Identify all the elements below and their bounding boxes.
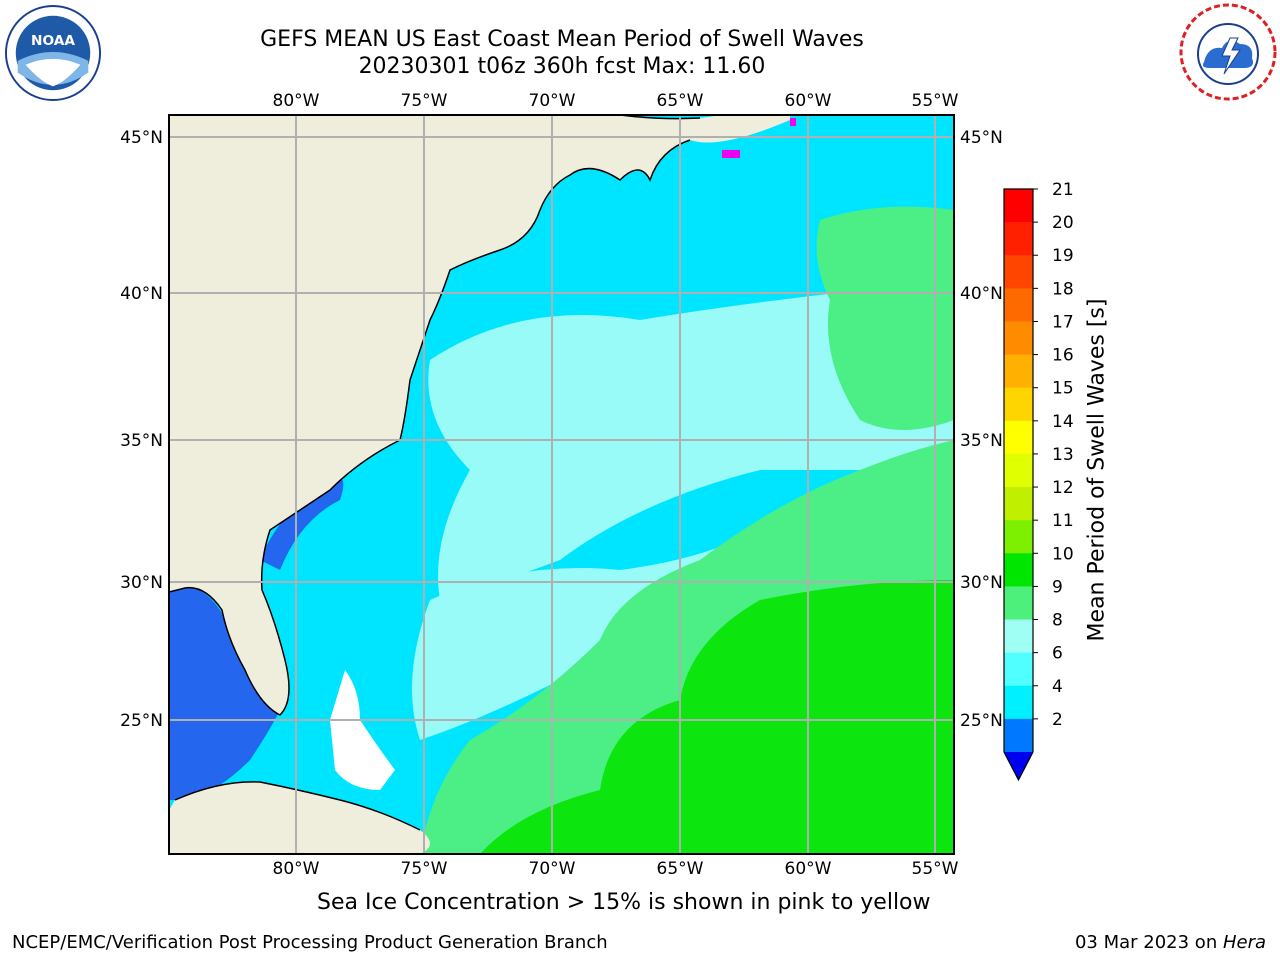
footer-date-text: 03 Mar 2023 on bbox=[1074, 932, 1223, 953]
colorbar-ticks: 21 20 19 18 17 16 15 14 13 12 11 10 9 8 6 4 2 bbox=[1033, 180, 1074, 730]
lon-tick-label: 70°W bbox=[529, 91, 576, 111]
colorbar-outline bbox=[1003, 188, 1034, 782]
land-mainland bbox=[169, 115, 790, 715]
land-cuba bbox=[169, 781, 430, 854]
lon-tick-label: 75°W bbox=[401, 859, 448, 879]
colorbar-segment bbox=[1004, 189, 1033, 223]
colorbar-segment bbox=[1004, 354, 1033, 389]
colorbar-tick-label: 17 bbox=[1052, 312, 1074, 332]
colorbar-segment bbox=[1004, 685, 1033, 720]
swell-2-4-coast bbox=[260, 477, 344, 570]
lat-tick-label: 40°N bbox=[960, 284, 1003, 304]
lat-tick-label: 35°N bbox=[960, 431, 1003, 451]
svg-text:NOAA: NOAA bbox=[31, 33, 75, 49]
colorbar-segment bbox=[1004, 718, 1033, 753]
colorbar-tick-label: 20 bbox=[1052, 213, 1074, 233]
colorbar-segment bbox=[1004, 255, 1033, 289]
colorbar-tick-label: 12 bbox=[1052, 478, 1074, 498]
colorbar-segment bbox=[1004, 553, 1033, 587]
lon-tick-label: 75°W bbox=[401, 91, 448, 111]
lat-tick-label: 30°N bbox=[120, 573, 163, 593]
lat-tick-label: 35°N bbox=[120, 431, 163, 451]
colorbar-tick-label: 16 bbox=[1052, 346, 1074, 366]
sea-ice-patch bbox=[722, 150, 740, 158]
lat-labels-left: 45°N 40°N 35°N 30°N 25°N bbox=[120, 128, 163, 731]
noaa-logo: NOAA bbox=[4, 4, 102, 102]
lat-tick-label: 45°N bbox=[960, 128, 1003, 148]
colorbar-tick-label: 6 bbox=[1052, 644, 1063, 664]
colorbar-tick-label: 8 bbox=[1052, 611, 1063, 631]
colorbar-segment bbox=[1004, 387, 1033, 422]
colorbar-segment bbox=[1004, 222, 1033, 256]
lon-tick-label: 55°W bbox=[912, 859, 959, 879]
lon-tick-label: 70°W bbox=[529, 859, 576, 879]
map-frame bbox=[169, 115, 954, 854]
colorbar-segment bbox=[1004, 453, 1033, 488]
lat-tick-label: 45°N bbox=[120, 128, 163, 148]
lon-tick-label: 60°W bbox=[785, 859, 832, 879]
footer-date: 03 Mar 2023 on Hera bbox=[1075, 932, 1266, 953]
colorbar-tick-label: 15 bbox=[1052, 379, 1074, 399]
colorbar-segment bbox=[1004, 619, 1033, 654]
swell-9-10-zone bbox=[816, 206, 954, 430]
lon-labels-top: 80°W 75°W 70°W 65°W 60°W 55°W bbox=[273, 91, 959, 111]
colorbar-segment bbox=[1004, 420, 1033, 455]
colorbar-segment bbox=[1004, 520, 1033, 554]
swell-2-4-gulf bbox=[169, 584, 280, 800]
lat-tick-label: 30°N bbox=[960, 573, 1003, 593]
colorbar-tick-label: 19 bbox=[1052, 246, 1074, 266]
swell-10-11-zone bbox=[480, 580, 954, 854]
lon-tick-label: 65°W bbox=[657, 859, 704, 879]
lon-tick-label: 80°W bbox=[273, 91, 320, 111]
lon-tick-label: 55°W bbox=[912, 91, 959, 111]
colorbar-tick-label: 10 bbox=[1052, 544, 1074, 564]
footer-credit: NCEP/EMC/Verification Post Processing Pr… bbox=[12, 932, 608, 953]
lat-tick-label: 40°N bbox=[120, 284, 163, 304]
lon-tick-label: 60°W bbox=[785, 91, 832, 111]
lat-labels-right: 45°N 40°N 35°N 30°N 25°N bbox=[960, 128, 1003, 731]
colorbar-segment bbox=[1004, 487, 1033, 521]
colorbar-tick-label: 4 bbox=[1052, 677, 1063, 697]
colorbar-tick-label: 18 bbox=[1052, 279, 1074, 299]
chart-title: GEFS MEAN US East Coast Mean Period of S… bbox=[260, 27, 864, 52]
lat-tick-label: 25°N bbox=[120, 711, 163, 731]
colorbar-extend-arrow bbox=[1004, 752, 1033, 780]
lon-tick-label: 80°W bbox=[273, 859, 320, 879]
land-bahamas bbox=[330, 670, 395, 790]
colorbar bbox=[1003, 188, 1034, 782]
nws-logo bbox=[1179, 3, 1277, 101]
colorbar-tick-label: 9 bbox=[1052, 577, 1063, 597]
colorbar-tick-label: 13 bbox=[1052, 445, 1074, 465]
chart-subtitle: 20230301 t06z 360h fcst Max: 11.60 bbox=[358, 54, 766, 79]
colorbar-tick-label: 2 bbox=[1052, 710, 1063, 730]
map-border bbox=[168, 114, 955, 855]
colorbar-tick-label: 11 bbox=[1052, 511, 1074, 531]
sea-ice-patch-2 bbox=[790, 118, 796, 126]
colorbar-segment bbox=[1004, 586, 1033, 621]
colorbar-segment bbox=[1004, 288, 1033, 322]
sea-ice-note: Sea Ice Concentration > 15% is shown in … bbox=[317, 890, 931, 915]
colorbar-title: Mean Period of Swell Waves [s] bbox=[1084, 298, 1110, 642]
lon-labels-bottom: 80°W 75°W 70°W 65°W 60°W 55°W bbox=[273, 859, 959, 879]
colorbar-segment bbox=[1004, 321, 1033, 356]
colorbar-segment bbox=[1004, 652, 1033, 687]
colorbar-tick-label: 14 bbox=[1052, 412, 1074, 432]
footer-host: Hera bbox=[1222, 932, 1266, 953]
graticule bbox=[169, 115, 954, 854]
lat-tick-label: 25°N bbox=[960, 711, 1003, 731]
colorbar-tick-label: 21 bbox=[1052, 180, 1074, 200]
lon-tick-label: 65°W bbox=[657, 91, 704, 111]
